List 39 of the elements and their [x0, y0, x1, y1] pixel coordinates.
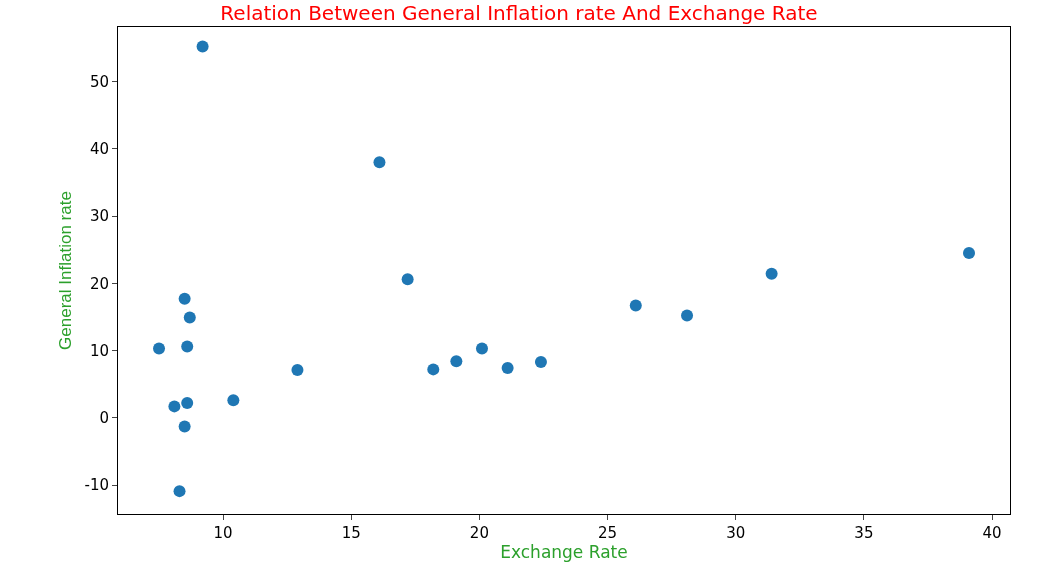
- x-tick-label: 35: [854, 524, 874, 542]
- point: [373, 156, 386, 169]
- x-tick-label: 15: [341, 524, 361, 542]
- chart-title: Relation Between General Inflation rate And Exchange Rate: [220, 0, 818, 25]
- point: [501, 362, 514, 375]
- point: [963, 247, 975, 259]
- y-tick-label: 30: [89, 207, 109, 226]
- point: [475, 342, 488, 355]
- x-tick-label: 20: [469, 524, 489, 542]
- point: [765, 267, 778, 280]
- x-tick-label: 25: [598, 524, 618, 542]
- point: [168, 400, 181, 413]
- point: [153, 342, 166, 355]
- point: [227, 394, 240, 407]
- y-tick-label: 0: [99, 409, 109, 428]
- point: [427, 363, 440, 376]
- point: [681, 309, 694, 322]
- point: [291, 364, 304, 377]
- y-tick-label: -10: [84, 476, 109, 495]
- y-tick-label: 20: [89, 274, 109, 293]
- y-axis-title: General Inflation rate: [56, 191, 76, 350]
- point: [178, 420, 191, 433]
- x-tick-label: 40: [982, 524, 1002, 542]
- x-axis-title: Exchange Rate: [500, 542, 628, 562]
- point: [183, 311, 196, 324]
- x-tick-label: 10: [213, 524, 233, 542]
- point: [629, 299, 642, 312]
- point: [178, 292, 191, 305]
- y-tick-label: 40: [89, 140, 109, 158]
- point: [534, 355, 547, 368]
- point: [401, 273, 414, 286]
- x-tick-label: 30: [726, 524, 746, 542]
- y-tick-label: 50: [89, 72, 109, 91]
- point: [196, 40, 209, 53]
- point: [173, 485, 186, 498]
- point: [181, 397, 194, 409]
- point: [181, 340, 194, 353]
- y-tick-label: 10: [89, 341, 109, 360]
- point: [450, 355, 463, 368]
